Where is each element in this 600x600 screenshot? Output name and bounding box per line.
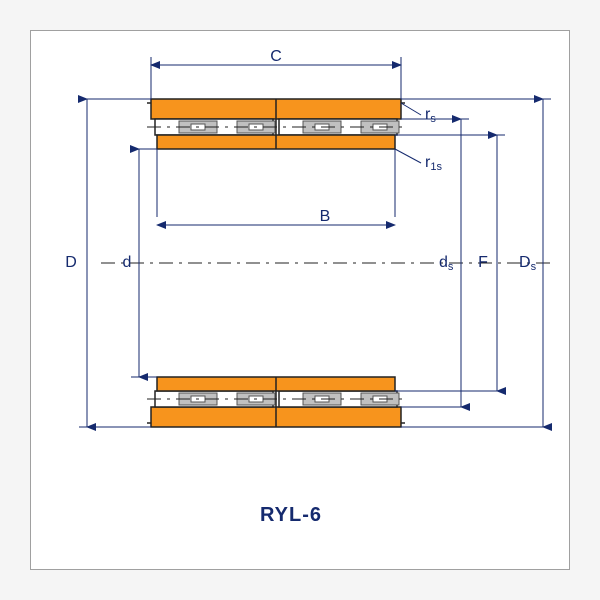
label-rs: rs [425, 106, 436, 125]
label-r1s: r1s [425, 154, 442, 173]
diagram-canvas: D d C B rs r1s ds F Ds RYL-6 [31, 31, 569, 569]
diagram-frame: D d C B rs r1s ds F Ds RYL-6 [30, 30, 570, 570]
dimension-labels: D d C B rs r1s ds F Ds [65, 48, 536, 273]
label-C: C [270, 48, 282, 65]
label-D: D [65, 254, 77, 271]
label-F: F [478, 254, 488, 271]
label-B: B [320, 208, 331, 225]
label-Ds: Ds [519, 254, 537, 273]
diagram-caption: RYL-6 [260, 504, 322, 526]
label-d: d [123, 254, 132, 271]
label-ds: ds [439, 254, 454, 273]
